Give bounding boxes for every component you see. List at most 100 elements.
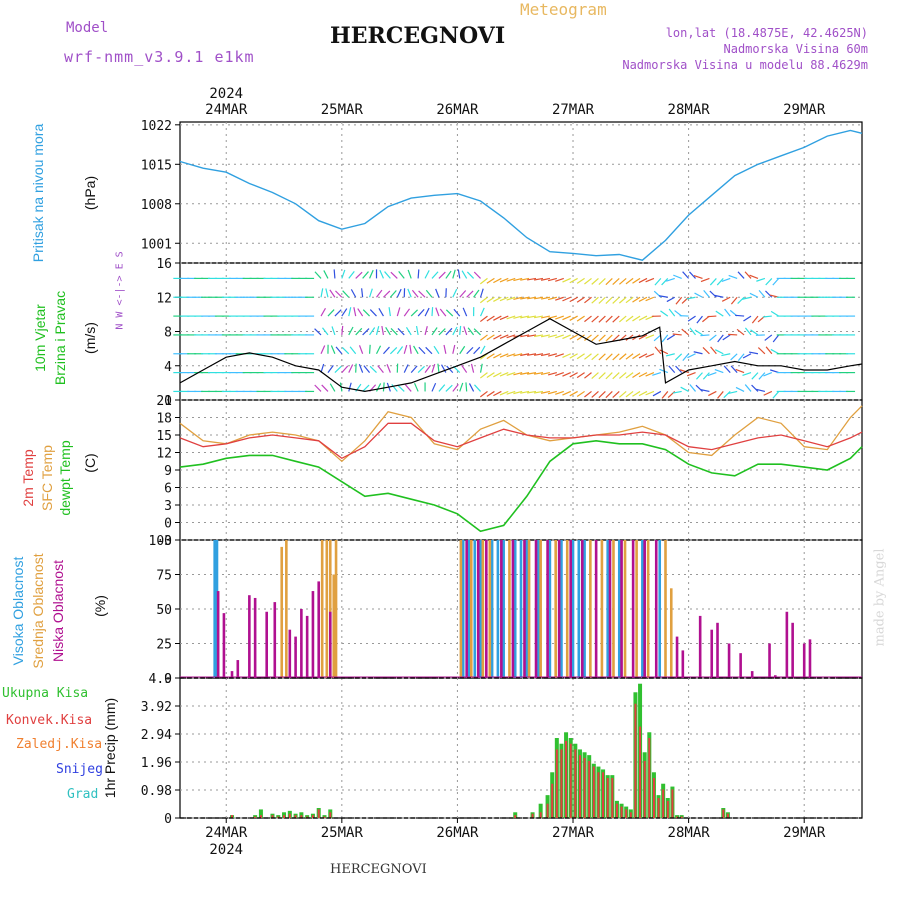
conv-precip-bar	[615, 803, 618, 818]
low-cloud-bar	[750, 671, 754, 678]
conv-precip-bar	[555, 749, 558, 818]
wind-arrow	[584, 315, 592, 323]
wind-arrow	[520, 315, 530, 319]
wind-arrow	[368, 344, 371, 354]
wind-arrow	[735, 314, 745, 317]
wind-arrow	[737, 296, 745, 304]
wind-arrow	[527, 372, 537, 375]
wind-arrow	[470, 363, 475, 373]
wind-arrow	[612, 353, 620, 361]
wind-arrow	[335, 290, 343, 298]
wind-arrow	[403, 344, 408, 354]
conv-precip-bar	[306, 816, 309, 818]
wind-arrow	[486, 277, 495, 284]
total-precip-bar	[299, 812, 304, 818]
y-tick-label: 3	[164, 499, 172, 514]
low-cloud-bar	[222, 613, 226, 678]
wind-arrow	[330, 345, 336, 354]
wind-arrow	[474, 384, 481, 392]
high-cloud-bar	[658, 540, 662, 678]
y-tick-label: 100	[149, 534, 172, 549]
wind-arrow	[486, 296, 495, 303]
wind-arrow	[407, 269, 412, 279]
wind-arrow	[763, 372, 773, 377]
low-cloud-bar	[727, 643, 731, 678]
precip-legend-freezing: Zaledj.Kisa	[16, 737, 103, 752]
wind-speed-line	[179, 318, 863, 393]
wind-arrow	[397, 328, 405, 336]
wind-arrow	[584, 296, 592, 304]
wind-arrow	[527, 390, 537, 394]
low-cloud-bar	[791, 622, 794, 678]
high-cloud-bar	[490, 540, 494, 678]
wind-arrow	[591, 296, 599, 304]
wind-arrow	[632, 277, 641, 284]
wind-arrow	[591, 277, 599, 285]
model-label: Model	[66, 20, 109, 36]
conv-precip-bar	[254, 816, 257, 818]
wind-arrow	[479, 353, 488, 360]
wind-arrow	[424, 326, 428, 336]
wind-arrow	[486, 353, 495, 360]
wind-arrow	[744, 271, 752, 279]
high-cloud-bar	[577, 540, 581, 678]
wind-arrow	[721, 277, 731, 283]
wind-arrow	[686, 372, 696, 377]
wind-arrow	[682, 271, 690, 279]
wind-arrow	[327, 309, 335, 317]
wind-arrow	[415, 325, 419, 336]
wind-arrow	[355, 271, 363, 279]
wind-arrow	[341, 347, 350, 355]
wind-arrow	[459, 290, 467, 298]
wind-arrow	[527, 334, 537, 338]
wind-arrow	[632, 372, 641, 378]
wind-arrow	[452, 288, 458, 298]
low-cloud-bar	[236, 660, 240, 678]
y-tick-label: 1.96	[141, 756, 172, 771]
conv-precip-bar	[629, 812, 632, 818]
conv-precip-bar	[288, 813, 291, 818]
wind-arrow	[686, 296, 696, 300]
wind-arrow	[540, 390, 551, 394]
high-cloud-bar	[479, 540, 482, 678]
wind-arrow	[562, 296, 571, 302]
low-cloud-bar	[802, 643, 806, 678]
wind-arrow	[730, 296, 738, 305]
wind-arrow	[702, 372, 710, 380]
wind-arrow	[714, 294, 724, 298]
y-tick-label: 21	[156, 394, 172, 409]
wind-arrow	[435, 288, 440, 298]
wind-arrow	[547, 296, 557, 301]
wind-arrow	[513, 372, 523, 376]
high-cloud-bar	[473, 540, 477, 678]
wind-arrow	[707, 372, 717, 377]
wind-arrow	[696, 315, 703, 324]
wind-arrow	[591, 372, 599, 380]
wind-arrow	[591, 390, 599, 398]
wind-arrow	[486, 315, 495, 322]
wind-arrow	[658, 295, 668, 298]
conv-precip-bar	[625, 809, 628, 818]
wind-arrow	[382, 346, 390, 355]
total-precip-bar	[538, 803, 543, 818]
wind-arrow	[744, 327, 752, 336]
wind-arrow	[493, 390, 502, 397]
wind-arrow	[335, 346, 343, 355]
y-tick-label: 1022	[141, 119, 172, 134]
wind-arrow	[666, 334, 676, 341]
wind-arrow	[513, 277, 523, 282]
wind-arrow	[540, 296, 551, 300]
wind-arrow	[569, 315, 578, 321]
wind-arrow	[749, 351, 759, 355]
conv-precip-bar	[597, 772, 600, 818]
wind-arrow	[396, 346, 404, 355]
y-tick-label: 6	[164, 482, 172, 497]
wind-arrow	[431, 382, 437, 392]
wind-arrow	[433, 345, 440, 355]
wind-arrow	[341, 325, 344, 335]
wind-arrow	[363, 365, 371, 373]
mid-cloud-bar	[539, 540, 542, 678]
x-tick-label-top: 25MAR	[321, 102, 364, 118]
wind-arrow	[513, 390, 523, 395]
wind-arrow	[411, 289, 419, 298]
